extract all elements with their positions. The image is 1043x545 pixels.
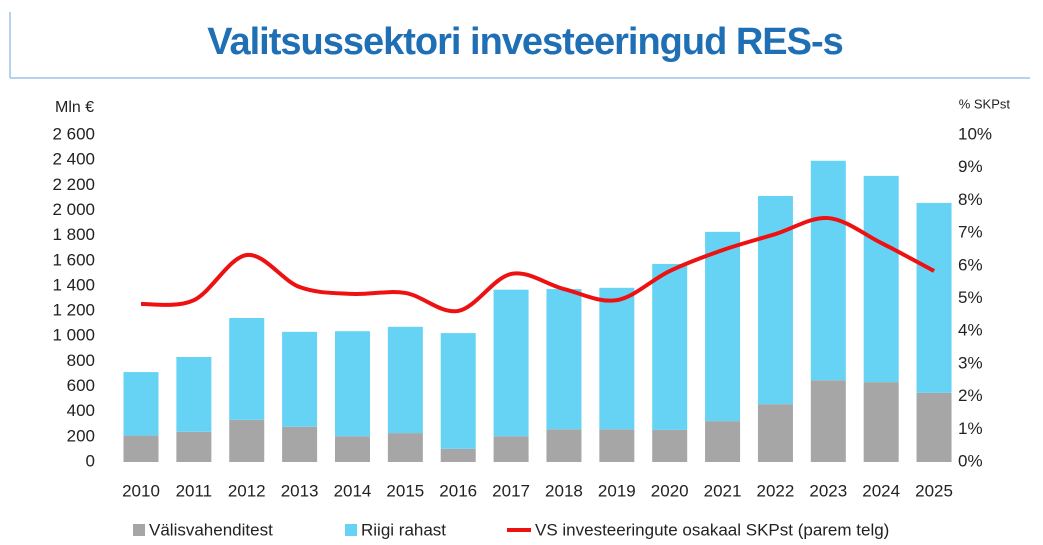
y2-tick-label: 1%	[958, 419, 983, 438]
legend-label: Riigi rahast	[361, 520, 446, 539]
bar	[176, 356, 212, 432]
y2-tick-label: 8%	[958, 190, 983, 209]
bar	[440, 333, 476, 449]
x-tick-label: 2016	[439, 481, 477, 500]
y-tick-label: 800	[67, 351, 95, 370]
y-tick-label: 2 400	[52, 150, 95, 169]
bar	[546, 429, 582, 462]
y2-tick-label: 4%	[958, 321, 983, 340]
bar	[705, 421, 741, 462]
bar	[652, 263, 688, 430]
bar	[652, 429, 688, 462]
bar	[493, 289, 529, 437]
y-tick-label: 1 800	[52, 225, 95, 244]
y2-axis-label: % SKPst	[959, 96, 1011, 111]
bar	[334, 436, 370, 462]
bar	[229, 317, 265, 420]
y-tick-label: 1 400	[52, 275, 95, 294]
chart-title: Valitsussektori investeeringud RES-s	[207, 21, 843, 63]
bar	[757, 195, 793, 405]
x-tick-label: 2017	[492, 481, 530, 500]
bar	[810, 160, 846, 381]
bar	[705, 231, 741, 422]
x-tick-label: 2020	[651, 481, 689, 500]
y-tick-label: 2 000	[52, 200, 95, 219]
x-tick-label: 2018	[545, 481, 583, 500]
bar	[334, 331, 370, 437]
bar	[123, 372, 159, 436]
x-tick-label: 2014	[334, 481, 372, 500]
x-tick-label: 2013	[281, 481, 319, 500]
y2-tick-label: 9%	[958, 157, 983, 176]
bar	[229, 419, 265, 462]
bar	[916, 392, 952, 462]
bar	[916, 202, 952, 393]
y-tick-label: 2 200	[52, 175, 95, 194]
y2-tick-label: 0%	[958, 451, 983, 470]
y-tick-label: 200	[67, 426, 95, 445]
legend-label: Välisvahenditest	[149, 520, 273, 539]
y-tick-label: 400	[67, 401, 95, 420]
bar	[863, 175, 899, 383]
bar	[440, 448, 476, 462]
line	[140, 216, 935, 314]
legend-swatch	[345, 524, 357, 536]
bar	[493, 436, 529, 462]
y-tick-label: 1 600	[52, 250, 95, 269]
bar	[599, 429, 635, 462]
x-tick-label: 2015	[386, 481, 424, 500]
y-tick-label: 1 000	[52, 326, 95, 345]
x-tick-label: 2019	[598, 481, 636, 500]
legend-swatch	[133, 524, 145, 536]
y2-tick-label: 2%	[958, 386, 983, 405]
x-tick-label: 2024	[862, 481, 900, 500]
x-tick-label: 2012	[228, 481, 266, 500]
bar	[599, 287, 635, 430]
x-tick-label: 2011	[176, 481, 213, 500]
x-tick-label: 2023	[809, 481, 847, 500]
bar	[863, 382, 899, 462]
bar	[546, 289, 582, 430]
legend-label: VS investeeringute osakaal SKPst (parem …	[535, 520, 889, 539]
y2-tick-label: 7%	[958, 223, 983, 242]
y-tick-label: 2 600	[52, 124, 95, 143]
x-tick-label: 2025	[915, 481, 953, 500]
y-axis-label: Mln €	[55, 99, 94, 116]
y2-tick-label: 5%	[958, 288, 983, 307]
y2-tick-label: 6%	[958, 255, 983, 274]
y-tick-label: 1 200	[52, 301, 95, 320]
y2-tick-label: 10%	[958, 124, 992, 143]
y-tick-label: 0	[86, 451, 95, 470]
y2-tick-label: 3%	[958, 353, 983, 372]
y-tick-label: 600	[67, 376, 95, 395]
x-tick-label: 2022	[757, 481, 795, 500]
bar	[282, 426, 318, 462]
bar	[757, 404, 793, 462]
x-tick-label: 2021	[704, 481, 742, 500]
bar	[810, 380, 846, 462]
bar	[387, 433, 423, 462]
bar	[282, 331, 318, 427]
bar	[176, 431, 212, 462]
x-tick-label: 2010	[122, 481, 160, 500]
bar	[123, 435, 159, 462]
bar	[387, 326, 423, 434]
